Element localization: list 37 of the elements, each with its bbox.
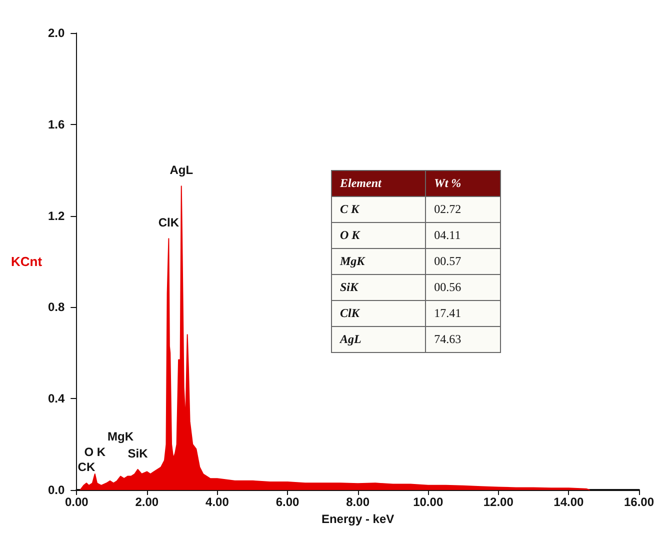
y-tick-label: 0.0 [48,483,65,497]
x-tick-label: 14.00 [554,495,584,509]
annotation: O K [84,445,106,460]
annotation: Element [332,170,426,196]
annotation: 00.56 [426,274,500,300]
y-tick-label: 0.8 [48,300,65,314]
annotation: 04.11 [426,222,500,248]
y-tick-label: 1.6 [48,117,65,132]
annotation: MgK [332,248,426,274]
x-tick-label: 12.00 [483,495,514,509]
annotation: C K [332,196,426,222]
y-tick-label: 0.4 [48,392,65,406]
annotation: AgL [332,326,426,352]
x-tick-label: 10.00 [413,495,444,509]
x-tick-label: 8.00 [346,495,370,509]
annotation: MgK [108,429,134,444]
y-tick-label: 2.0 [48,26,65,40]
annotation: ClK [158,216,180,230]
annotation: 74.63 [426,326,500,352]
y-axis-title: KCnt [11,254,43,269]
y-tick-label: 1.2 [48,208,65,223]
annotation: 17.41 [426,300,500,326]
x-tick-label: 4.00 [206,495,230,509]
annotation: SiK [332,274,426,300]
x-axis-title: Energy - keV [321,512,394,526]
annotation: Wt % [426,170,500,196]
annotation: O K [332,222,426,248]
x-tick-label: 16.00 [624,495,654,509]
x-tick-label: 6.00 [276,495,300,509]
annotation: 02.72 [426,196,500,222]
annotation: 00.57 [426,248,500,274]
annotation: AgL [170,163,194,178]
annotation: CK [78,460,96,474]
x-tick-label: 2.00 [135,495,159,509]
annotation: ClK [332,300,426,326]
annotation: SiK [128,446,148,460]
x-tick-label: 0.00 [64,495,89,509]
